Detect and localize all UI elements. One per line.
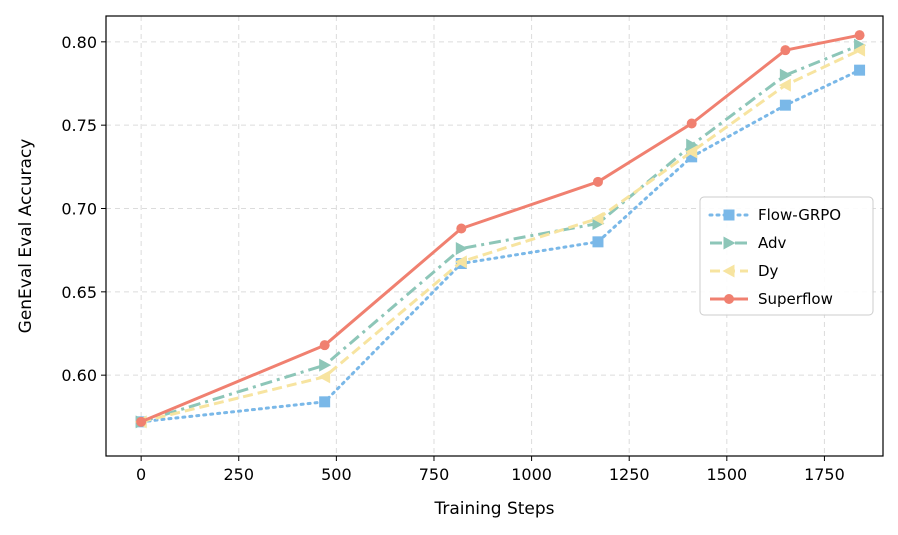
x-tick-label: 750: [419, 465, 450, 484]
data-point: [686, 138, 699, 152]
data-point: [455, 242, 468, 255]
data-point: [318, 370, 331, 384]
data-point: [779, 68, 792, 82]
data-point: [592, 176, 603, 187]
y-axis: 0.60 0.65 0.70 0.75 0.80: [61, 33, 106, 385]
data-point: [854, 64, 866, 76]
data-point: [780, 45, 791, 56]
x-tick-label: 250: [223, 465, 254, 484]
x-tick-label: 1250: [609, 465, 650, 484]
data-point: [778, 78, 791, 92]
x-tick-label: 1000: [511, 465, 552, 484]
legend-item: Adv: [710, 234, 787, 252]
legend-item: Flow-GRPO: [708, 206, 841, 224]
data-point: [319, 340, 330, 351]
legend-marker: [723, 236, 736, 250]
legend-label: Adv: [758, 234, 787, 252]
x-tick-label: 1500: [706, 465, 747, 484]
legend: Flow-GRPO Adv Dy Superflow: [699, 196, 874, 316]
data-point: [591, 212, 604, 225]
data-point: [136, 416, 147, 427]
x-tick-label: 1750: [804, 465, 845, 484]
data-point: [779, 99, 791, 111]
data-point: [685, 145, 698, 159]
data-point: [854, 30, 865, 41]
data-point: [592, 236, 604, 248]
legend-marker: [723, 209, 735, 221]
legend-label: Flow-GRPO: [758, 206, 841, 224]
legend-marker: [724, 294, 734, 304]
y-tick-label: 0.70: [61, 200, 97, 219]
data-point: [853, 43, 866, 57]
y-tick-label: 0.60: [61, 366, 97, 385]
x-tick-label: 500: [321, 465, 352, 484]
data-point: [319, 358, 332, 372]
data-point: [686, 151, 698, 163]
y-tick-label: 0.65: [61, 283, 97, 302]
y-axis-label: GenEval Eval Accuracy: [16, 139, 36, 334]
data-point: [454, 255, 467, 269]
y-tick-label: 0.80: [61, 33, 97, 52]
series-3: [136, 30, 865, 427]
plot-frame: [105, 15, 884, 457]
data-point: [686, 118, 697, 129]
legend-box: [699, 196, 874, 316]
x-axis: 0 250 500 750 1000 1250 1500 1750: [136, 456, 845, 484]
legend-marker: [722, 264, 735, 278]
data-point: [456, 223, 467, 234]
legend-item: Superflow: [710, 290, 833, 308]
legend-label: Dy: [758, 262, 779, 280]
x-axis-label: Training Steps: [433, 499, 554, 519]
legend-item: Dy: [710, 262, 779, 280]
x-tick-label: 0: [136, 465, 146, 484]
data-point: [319, 396, 331, 408]
series-layer: [134, 30, 867, 429]
y-tick-label: 0.75: [61, 116, 97, 135]
legend-label: Superflow: [758, 290, 833, 308]
